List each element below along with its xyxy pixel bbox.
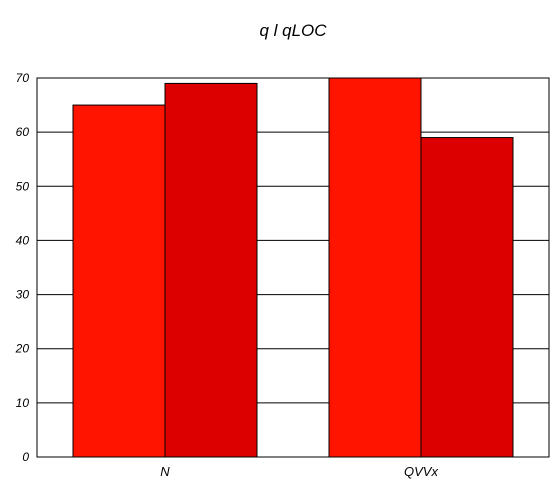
y-tick-label: 0 bbox=[22, 450, 29, 464]
y-tick-label: 70 bbox=[16, 71, 30, 85]
x-tick-label: N bbox=[160, 464, 170, 479]
x-axis-ticks: N QVVx bbox=[160, 464, 438, 479]
y-tick-label: 40 bbox=[16, 233, 30, 247]
x-tick-label: QVVx bbox=[404, 464, 438, 479]
bars bbox=[72, 77, 514, 458]
bar-1-1 bbox=[420, 137, 514, 458]
bar-1-0 bbox=[328, 77, 422, 458]
chart-title: q l qLOC bbox=[259, 21, 327, 40]
plot-frame bbox=[36, 77, 550, 458]
y-tick-label: 50 bbox=[16, 179, 30, 193]
y-axis-ticks: 0 10 20 30 40 50 60 70 bbox=[15, 71, 30, 464]
y-tick-label: 60 bbox=[16, 125, 30, 139]
y-tick-label: 20 bbox=[15, 342, 30, 356]
bar-0-0 bbox=[72, 104, 166, 458]
y-tick-label: 10 bbox=[16, 396, 30, 410]
y-tick-label: 30 bbox=[16, 288, 30, 302]
bar-0-1 bbox=[164, 82, 258, 458]
